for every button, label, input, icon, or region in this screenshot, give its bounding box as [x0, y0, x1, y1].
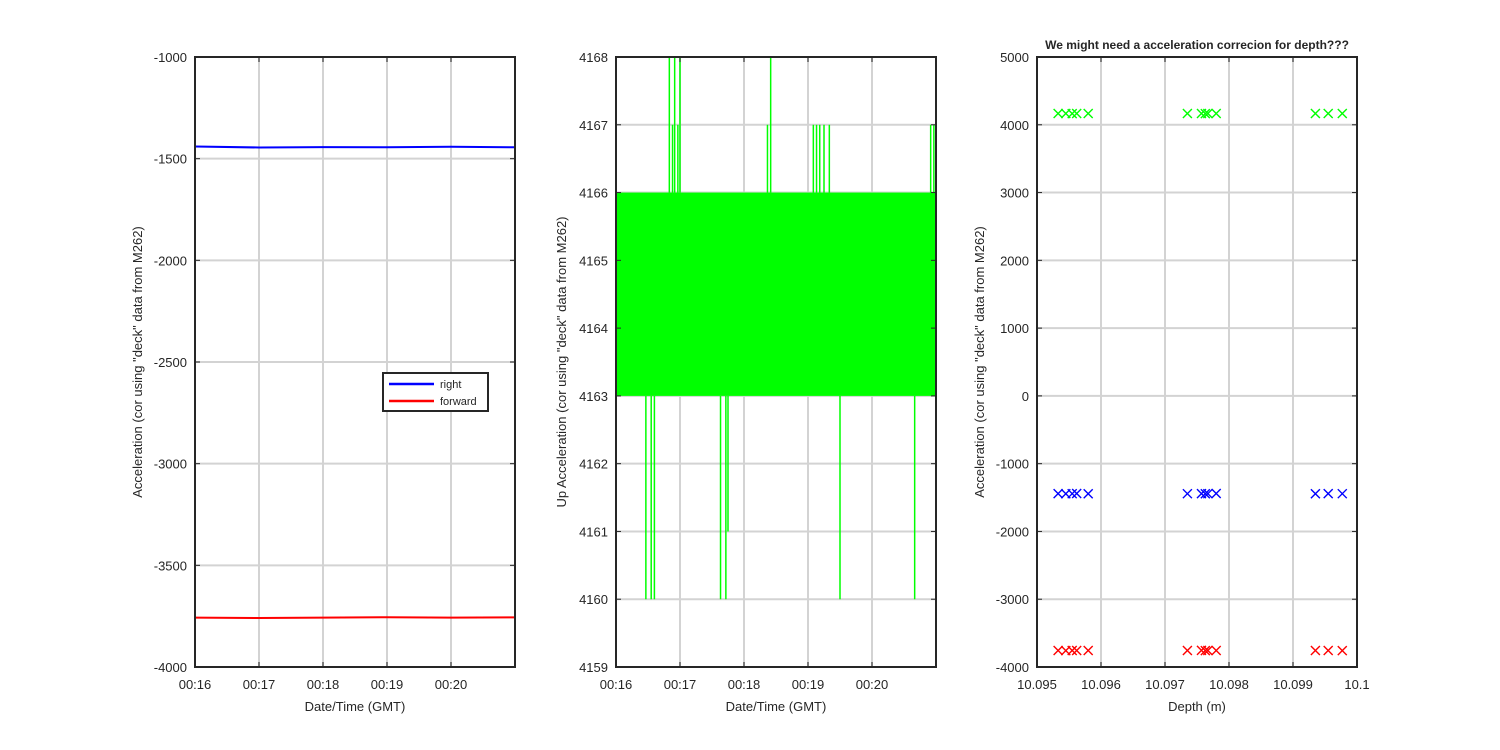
scatter-marker: [1182, 108, 1193, 119]
x-tick-label: 00:19: [792, 677, 825, 692]
scatter-marker: [1211, 488, 1222, 499]
y-tick-label: 4161: [579, 524, 608, 539]
y-tick-label: -1500: [154, 152, 187, 167]
x-tick-label: 10.096: [1081, 677, 1121, 692]
x-tick-label: 00:17: [664, 677, 697, 692]
left-panel-ylabel: Acceleration (cor using "deck" data from…: [130, 226, 145, 498]
x-tick-label: 00:19: [371, 677, 404, 692]
y-tick-label: 4167: [579, 118, 608, 133]
scatter-marker: [1310, 645, 1321, 656]
left-panel: Date/Time (GMT) Acceleration (cor using …: [130, 50, 516, 714]
legend: right forward: [382, 372, 489, 412]
series-band: [616, 192, 936, 396]
scatter-marker: [1323, 108, 1334, 119]
scatter-marker: [1310, 488, 1321, 499]
series-line-forward: [194, 616, 516, 620]
y-tick-label: -2000: [154, 253, 187, 268]
scatter-marker: [1200, 108, 1211, 119]
x-tick-label: 00:20: [435, 677, 468, 692]
y-tick-label: 1000: [1000, 321, 1029, 336]
legend-box: [382, 372, 489, 412]
x-tick-label: 10.098: [1209, 677, 1249, 692]
scatter-marker: [1337, 645, 1348, 656]
scatter-marker: [1337, 108, 1348, 119]
scatter-marker: [1071, 108, 1082, 119]
scatter-marker: [1071, 645, 1082, 656]
scatter-marker: [1067, 488, 1078, 499]
y-tick-label: 4159: [579, 660, 608, 675]
x-tick-label: 00:16: [600, 677, 633, 692]
x-tick-label: 10.099: [1273, 677, 1313, 692]
right-panel-ylabel: Acceleration (cor using "deck" data from…: [972, 226, 987, 498]
x-tick-label: 10.095: [1017, 677, 1057, 692]
scatter-marker: [1182, 645, 1193, 656]
scatter-marker: [1053, 488, 1064, 499]
y-tick-label: 4166: [579, 186, 608, 201]
y-tick-label: 4163: [579, 389, 608, 404]
x-tick-label: 10.097: [1145, 677, 1185, 692]
y-tick-label: 3000: [1000, 186, 1029, 201]
x-tick-label: 00:20: [856, 677, 889, 692]
y-tick-label: -2000: [996, 524, 1029, 539]
y-tick-label: 4165: [579, 253, 608, 268]
scatter-marker: [1067, 108, 1078, 119]
scatter-marker: [1067, 645, 1078, 656]
scatter-marker: [1053, 645, 1064, 656]
legend-label-right: right: [440, 379, 461, 391]
scatter-marker: [1083, 488, 1094, 499]
y-tick-label: -1000: [154, 50, 187, 65]
scatter-marker: [1211, 645, 1222, 656]
series-line-right: [194, 145, 516, 149]
scatter-marker: [1083, 108, 1094, 119]
y-tick-label: 0: [1022, 389, 1029, 404]
scatter-marker: [1337, 488, 1348, 499]
x-tick-label: 00:17: [243, 677, 276, 692]
scatter-marker: [1202, 108, 1213, 119]
y-tick-label: -2500: [154, 355, 187, 370]
y-tick-label: 4168: [579, 50, 608, 65]
scatter-marker: [1071, 488, 1082, 499]
y-tick-label: -3000: [996, 592, 1029, 607]
scatter-marker: [1200, 488, 1211, 499]
middle-panel-xlabel: Date/Time (GMT): [726, 699, 827, 714]
y-tick-label: -4000: [996, 660, 1029, 675]
scatter-marker: [1053, 108, 1064, 119]
scatter-marker: [1323, 645, 1334, 656]
y-tick-label: -3500: [154, 558, 187, 573]
right-panel-title: We might need a acceleration correcion f…: [1045, 38, 1349, 52]
scatter-marker: [1310, 108, 1321, 119]
scatter-marker: [1202, 488, 1213, 499]
scatter-marker: [1200, 645, 1211, 656]
y-tick-label: 4000: [1000, 118, 1029, 133]
x-tick-label: 00:16: [179, 677, 212, 692]
right-panel-xlabel: Depth (m): [1168, 699, 1226, 714]
left-panel-xlabel: Date/Time (GMT): [305, 699, 406, 714]
middle-panel: Date/Time (GMT) Up Acceleration (cor usi…: [554, 50, 937, 714]
y-tick-label: -4000: [154, 660, 187, 675]
y-tick-label: 4160: [579, 592, 608, 607]
middle-panel-ylabel: Up Acceleration (cor using "deck" data f…: [554, 216, 569, 507]
y-tick-label: 2000: [1000, 253, 1029, 268]
legend-label-forward: forward: [440, 396, 477, 408]
x-tick-label: 00:18: [728, 677, 761, 692]
scatter-marker: [1211, 108, 1222, 119]
y-tick-label: 5000: [1000, 50, 1029, 65]
right-panel: We might need a acceleration correcion f…: [972, 38, 1370, 714]
axes-box: [615, 56, 937, 668]
y-tick-label: -3000: [154, 457, 187, 472]
scatter-marker: [1083, 645, 1094, 656]
y-tick-label: -1000: [996, 457, 1029, 472]
x-tick-label: 00:18: [307, 677, 340, 692]
scatter-marker: [1202, 645, 1213, 656]
axes-box: [1036, 56, 1358, 668]
scatter-marker: [1323, 488, 1334, 499]
y-tick-label: 4162: [579, 457, 608, 472]
y-tick-label: 4164: [579, 321, 608, 336]
scatter-marker: [1182, 488, 1193, 499]
x-tick-label: 10.1: [1344, 677, 1369, 692]
